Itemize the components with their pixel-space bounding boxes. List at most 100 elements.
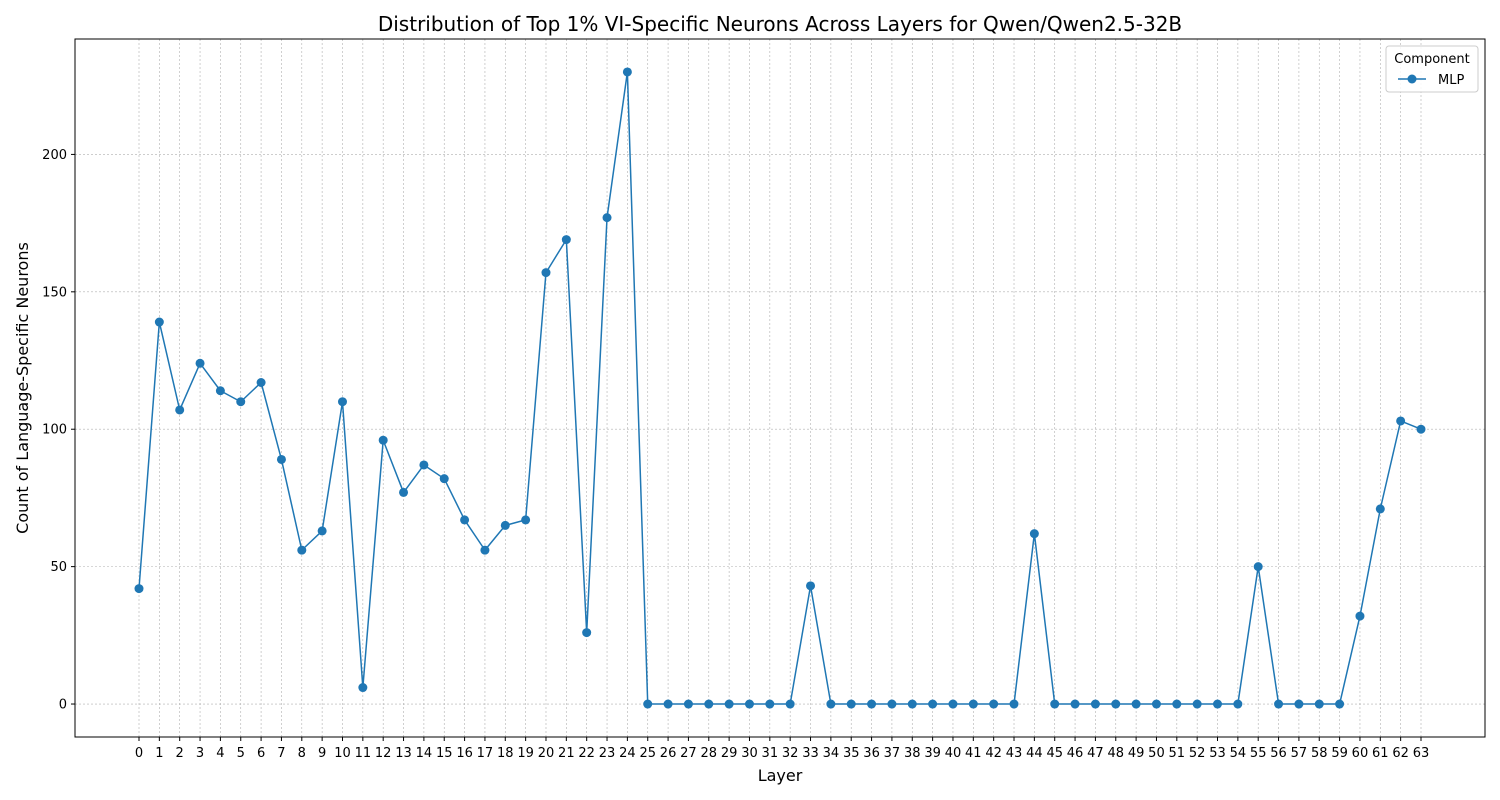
data-point [195, 358, 205, 368]
x-tick-label: 28 [701, 746, 718, 761]
x-tick-label: 52 [1189, 746, 1206, 761]
x-tick-label: 26 [660, 746, 677, 761]
data-point [358, 683, 368, 693]
x-tick-label: 15 [436, 746, 453, 761]
data-point [907, 699, 917, 709]
x-tick-label: 36 [863, 746, 880, 761]
data-point [1355, 611, 1365, 621]
data-point [1213, 699, 1223, 709]
data-point [480, 545, 490, 555]
y-tick-label: 50 [50, 560, 67, 575]
data-point [846, 699, 856, 709]
y-axis-label: Count of Language-Specific Neurons [13, 242, 32, 534]
x-tick-label: 54 [1230, 746, 1247, 761]
data-point [826, 699, 836, 709]
data-point [276, 454, 286, 464]
x-tick-label: 32 [782, 746, 799, 761]
x-tick-label: 22 [578, 746, 595, 761]
data-point [785, 699, 795, 709]
x-tick-label: 34 [823, 746, 840, 761]
data-point [724, 699, 734, 709]
data-point [460, 515, 470, 525]
data-point [1070, 699, 1080, 709]
x-tick-label: 59 [1331, 746, 1348, 761]
data-point [1131, 699, 1141, 709]
y-tick-label: 100 [42, 423, 67, 438]
x-tick-label: 6 [257, 746, 265, 761]
x-tick-label: 42 [985, 746, 1002, 761]
grid [75, 39, 1485, 737]
data-point [134, 584, 144, 594]
x-tick-label: 0 [135, 746, 143, 761]
data-point [1172, 699, 1182, 709]
data-point [1233, 699, 1243, 709]
x-tick-label: 30 [741, 746, 758, 761]
x-tick-label: 27 [680, 746, 697, 761]
data-point [622, 67, 632, 77]
data-point [582, 628, 592, 638]
x-tick-label: 63 [1413, 746, 1430, 761]
x-tick-label: 61 [1372, 746, 1389, 761]
legend-title: Component [1394, 52, 1469, 67]
y-tick-label: 200 [42, 148, 67, 163]
x-tick-label: 49 [1128, 746, 1145, 761]
data-point [1294, 699, 1304, 709]
data-point [500, 520, 510, 530]
x-tick-label: 38 [904, 746, 921, 761]
x-tick-label: 53 [1209, 746, 1226, 761]
data-point [806, 581, 816, 591]
series-line-mlp [138, 71, 1422, 705]
data-point [765, 699, 775, 709]
x-tick-label: 41 [965, 746, 982, 761]
x-tick-label: 55 [1250, 746, 1267, 761]
x-tick-label: 51 [1169, 746, 1186, 761]
legend: Component MLP [1385, 45, 1479, 93]
data-point [1192, 699, 1202, 709]
data-point [541, 268, 551, 278]
x-tick-label: 18 [497, 746, 514, 761]
data-point [561, 235, 571, 245]
data-point [1396, 416, 1406, 426]
x-tick-label: 33 [802, 746, 819, 761]
x-axis-ticks: 0 1 2 3 4 5 6 7 8 9 10 11 12 13 14 15 16 17 18 19 20 21 22 23 24… [135, 737, 1429, 761]
data-point [1253, 562, 1263, 572]
x-tick-label: 58 [1311, 746, 1328, 761]
x-tick-label: 4 [216, 746, 224, 761]
legend-dot-marker [1407, 74, 1417, 84]
x-tick-label: 7 [277, 746, 285, 761]
x-tick-label: 11 [355, 746, 372, 761]
data-point [236, 397, 246, 407]
x-tick-label: 44 [1026, 746, 1043, 761]
chart-title: Distribution of Top 1% VI-Specific Neuro… [378, 12, 1182, 36]
data-point [663, 699, 673, 709]
x-tick-label: 13 [395, 746, 412, 761]
x-tick-label: 46 [1067, 746, 1084, 761]
data-point [215, 386, 225, 396]
data-point [602, 213, 612, 223]
data-point [683, 699, 693, 709]
x-tick-label: 5 [237, 746, 245, 761]
data-point [378, 435, 388, 445]
x-tick-label: 56 [1270, 746, 1287, 761]
data-point [337, 397, 347, 407]
data-point [1274, 699, 1284, 709]
y-tick-label: 150 [42, 285, 67, 300]
x-tick-label: 1 [155, 746, 163, 761]
x-tick-label: 60 [1352, 746, 1369, 761]
data-point [521, 515, 531, 525]
y-axis-ticks: 0 50 100 150 200 [42, 148, 75, 713]
data-point [867, 699, 877, 709]
x-tick-label: 37 [884, 746, 901, 761]
x-tick-label: 10 [334, 746, 351, 761]
x-tick-label: 29 [721, 746, 738, 761]
series-group [134, 67, 1426, 709]
data-point [419, 460, 429, 470]
x-tick-label: 62 [1392, 746, 1409, 761]
x-tick-label: 9 [318, 746, 326, 761]
data-point [1151, 699, 1161, 709]
x-tick-label: 57 [1291, 746, 1308, 761]
data-point [1029, 529, 1039, 539]
data-point [887, 699, 897, 709]
data-point [256, 378, 266, 388]
x-tick-label: 39 [924, 746, 941, 761]
